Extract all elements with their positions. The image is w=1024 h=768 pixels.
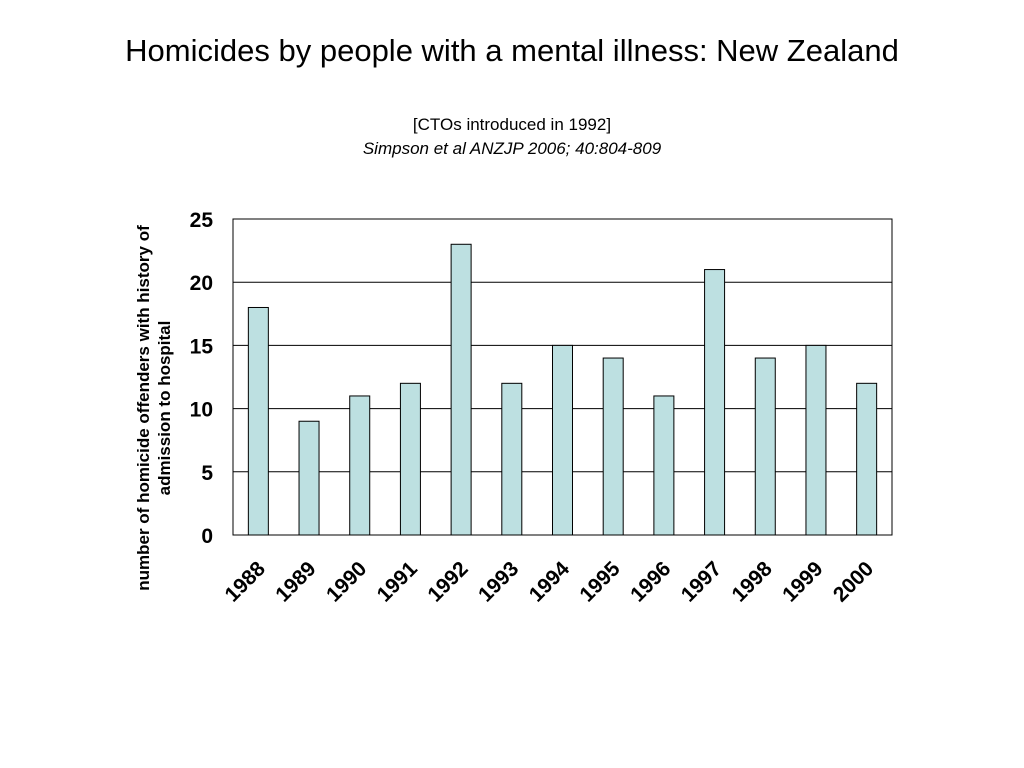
y-tick-label: 25 bbox=[190, 209, 214, 232]
y-tick-labels: 0 5 10 15 20 25 bbox=[190, 209, 214, 548]
bars bbox=[247, 243, 878, 536]
bar-1996 bbox=[653, 395, 675, 536]
bar-1994 bbox=[552, 344, 573, 536]
x-tick-label: 1992 bbox=[423, 557, 472, 606]
x-tick-label: 1997 bbox=[677, 557, 726, 606]
bar-1993 bbox=[501, 382, 523, 536]
bar-1991 bbox=[399, 382, 421, 536]
y-tick-label: 20 bbox=[190, 272, 213, 295]
slide-subtitle: [CTOs introduced in 1992] bbox=[412, 115, 612, 134]
y-axis-label: number of homicide offenders with histor… bbox=[134, 225, 174, 591]
x-tick-label: 1993 bbox=[474, 557, 523, 606]
y-tick-label: 5 bbox=[201, 462, 213, 485]
x-tick-labels: 1988 1989 1990 1991 1992 1993 1994 1995 1996 1997… bbox=[221, 557, 879, 607]
slide-title: Homicides by people with a mental illnes… bbox=[125, 33, 899, 68]
x-tick-label: 1998 bbox=[728, 557, 778, 607]
bar-1997 bbox=[704, 269, 726, 536]
bar-1999 bbox=[805, 344, 827, 536]
x-tick-label: 2000 bbox=[829, 557, 878, 606]
x-tick-label: 1989 bbox=[271, 557, 320, 606]
bar-2000 bbox=[856, 382, 878, 536]
y-axis-label-line-2: admission to hospital bbox=[155, 321, 174, 496]
y-axis-label-line-1: number of homicide offenders with histor… bbox=[134, 225, 153, 591]
x-tick-label: 1996 bbox=[626, 557, 675, 606]
x-tick-label: 1999 bbox=[778, 557, 827, 606]
x-tick-label: 1991 bbox=[373, 557, 423, 607]
bar-1990 bbox=[349, 395, 371, 536]
bar-1998 bbox=[754, 357, 776, 536]
y-tick-label: 0 bbox=[201, 525, 213, 548]
y-tick-label: 10 bbox=[190, 399, 213, 422]
citation: Simpson et al ANZJP 2006; 40:804-809 bbox=[362, 139, 662, 158]
x-tick-label: 1990 bbox=[322, 557, 371, 606]
y-tick-label: 15 bbox=[190, 335, 214, 358]
x-tick-label: 1994 bbox=[525, 557, 575, 607]
x-tick-label: 1988 bbox=[221, 557, 271, 607]
plot-area-frame bbox=[232, 218, 893, 536]
bar-1988 bbox=[247, 306, 269, 536]
bar-1995 bbox=[602, 357, 624, 536]
bar-1989 bbox=[298, 420, 320, 536]
x-tick-label: 1995 bbox=[575, 557, 625, 607]
bar-1992 bbox=[450, 243, 472, 536]
